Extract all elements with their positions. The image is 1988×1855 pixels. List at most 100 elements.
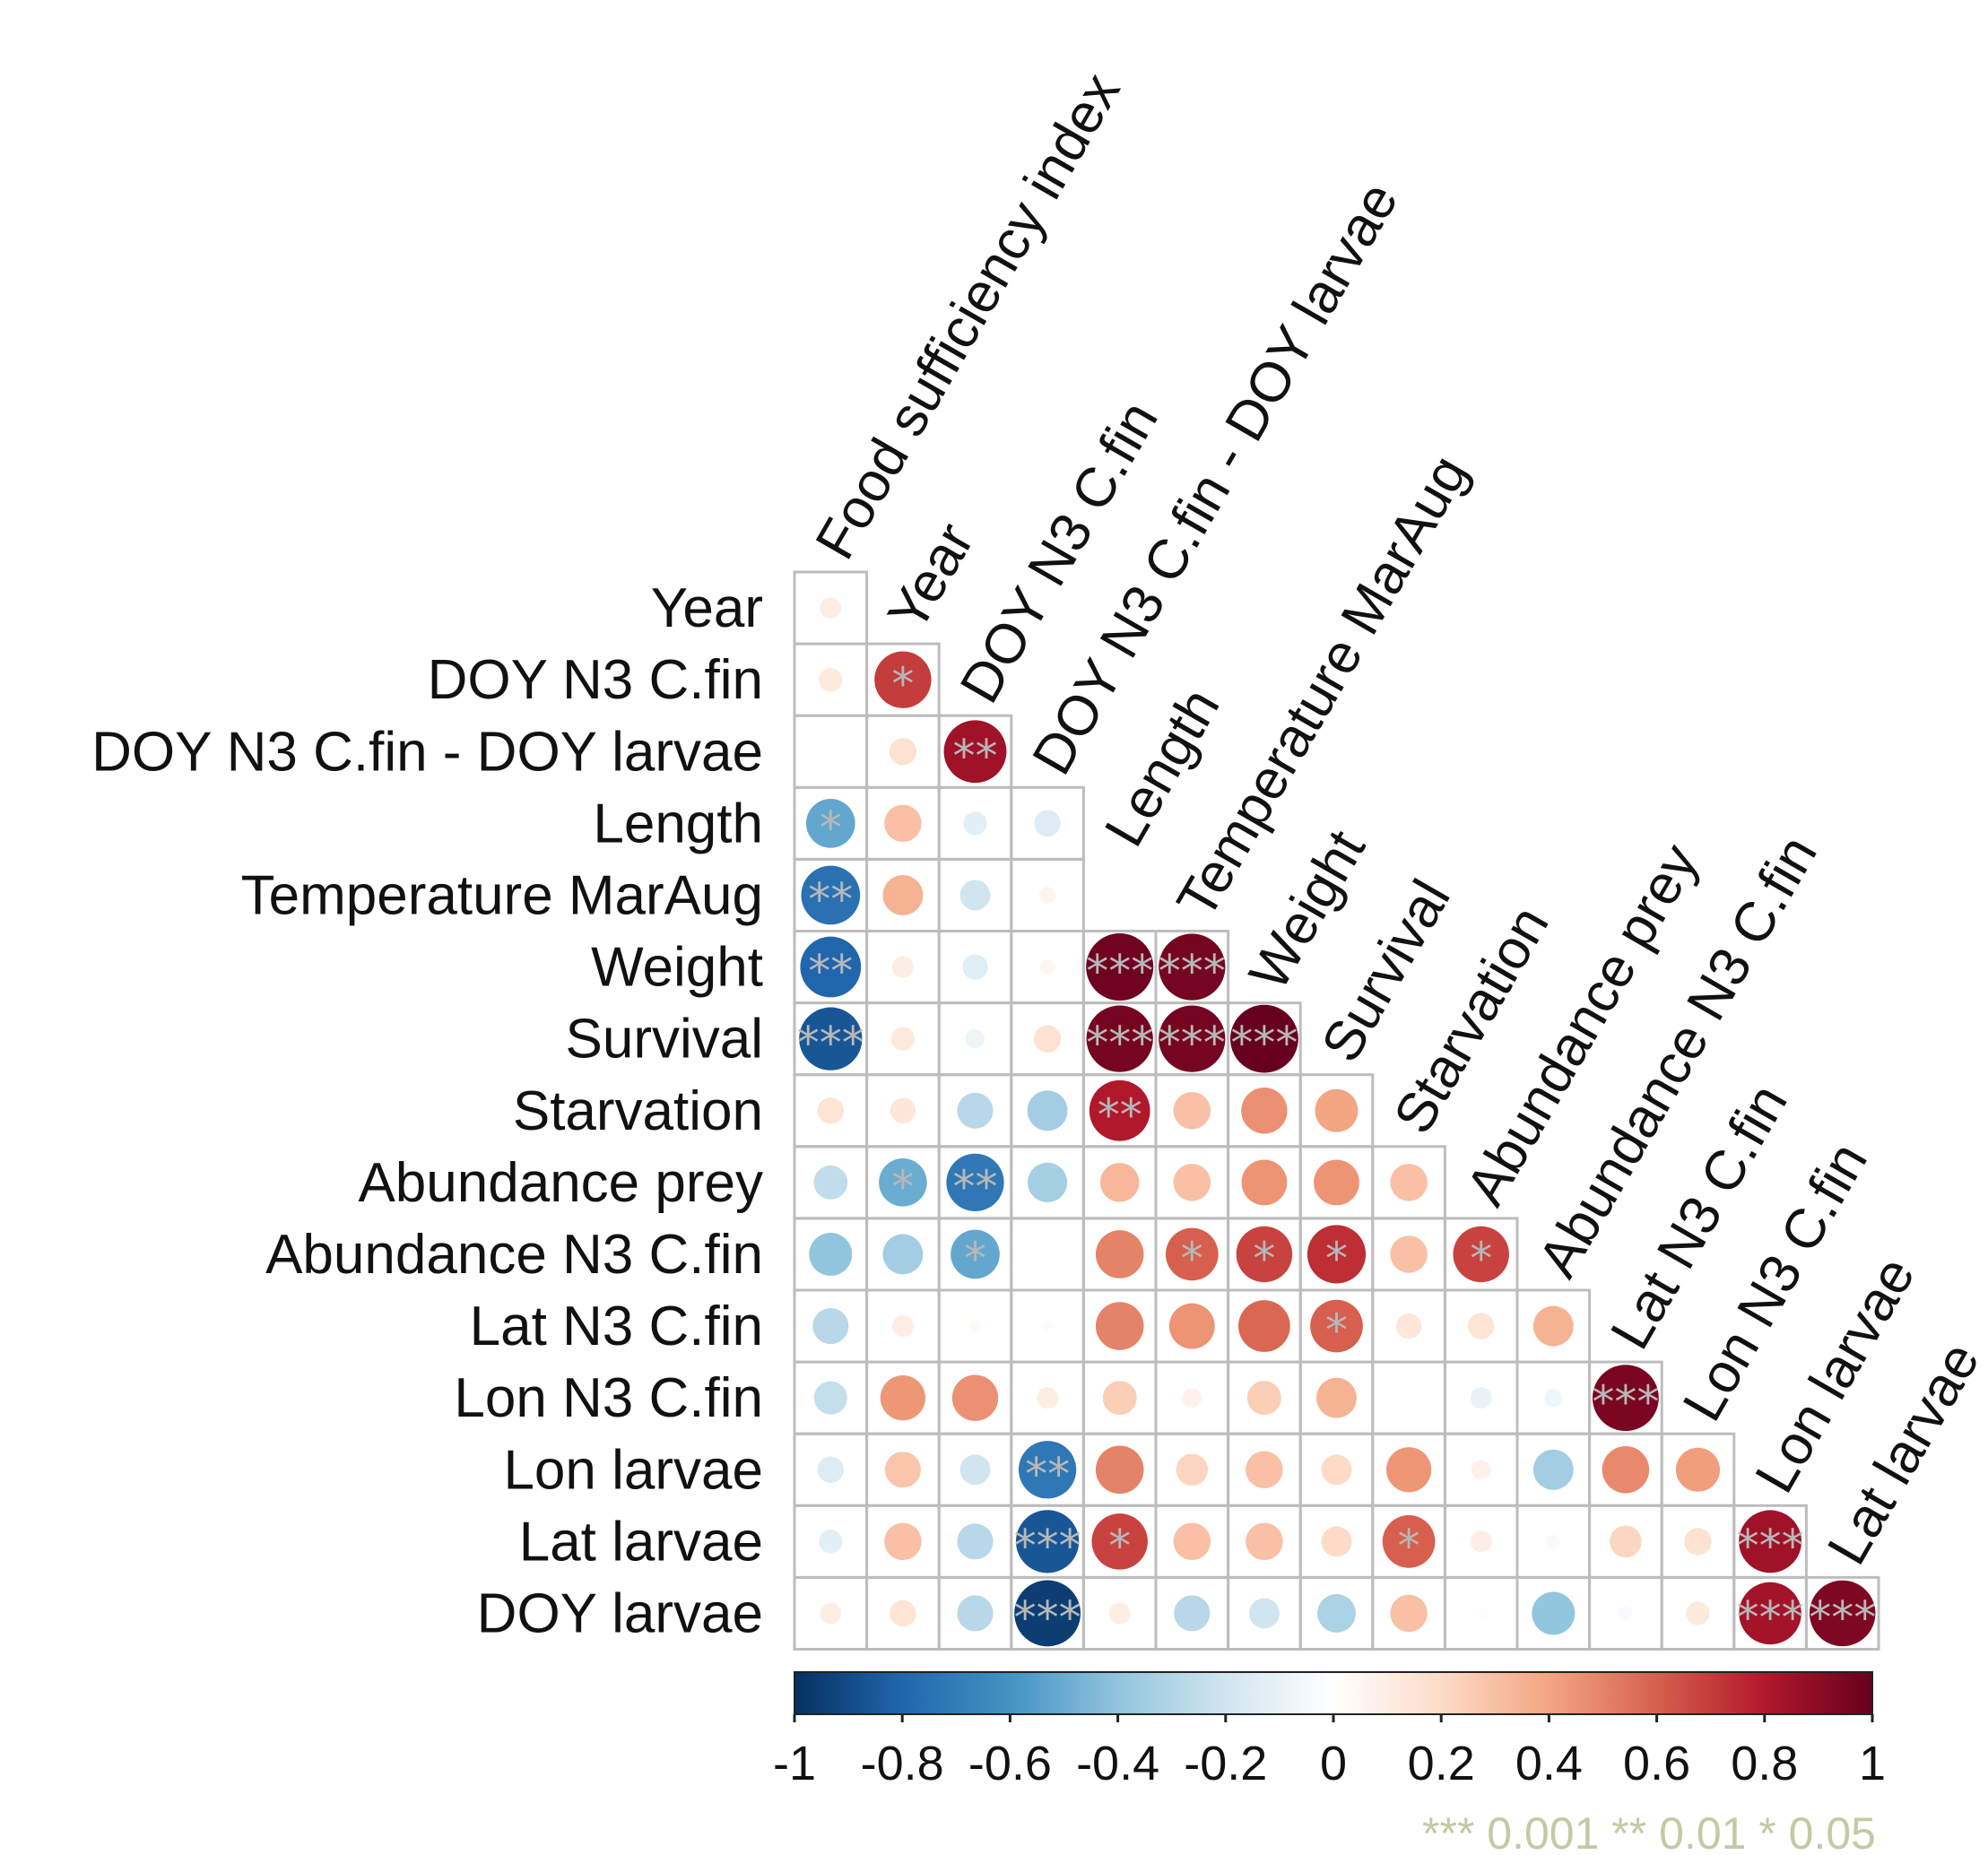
corr-circle-12-5 — [1176, 1453, 1209, 1487]
corr-circle-11-11 — [1592, 1365, 1659, 1432]
colorbar-tick-label-5: 0 — [1320, 1737, 1347, 1790]
corr-circle-3-0 — [805, 799, 855, 848]
corr-circle-12-4 — [1095, 1445, 1144, 1495]
sig-stars-6-4: *** — [1086, 1018, 1153, 1070]
corr-circle-12-2 — [959, 1454, 991, 1486]
corr-circle-3-3 — [1034, 810, 1061, 837]
corr-circle-11-2 — [951, 1374, 999, 1421]
corr-circle-5-2 — [962, 954, 988, 980]
corr-circle-13-6 — [1246, 1522, 1283, 1561]
sig-stars-5-5: *** — [1159, 946, 1226, 998]
corr-circle-12-8 — [1385, 1447, 1432, 1493]
sig-stars-9-7: * — [1325, 1233, 1348, 1285]
corr-circle-8-4 — [1099, 1163, 1140, 1202]
row-label-abundance-prey: Abundance prey — [358, 1152, 763, 1214]
corr-circle-11-1 — [880, 1375, 926, 1421]
corr-circle-14-12 — [1686, 1601, 1710, 1625]
corr-circle-12-11 — [1602, 1446, 1650, 1494]
corr-circle-12-10 — [1532, 1449, 1574, 1490]
corr-circle-11-5 — [1182, 1388, 1202, 1408]
corr-circle-13-1 — [884, 1522, 922, 1561]
row-label-doy-larvae: DOY larvae — [477, 1582, 763, 1644]
row-label-lat-larvae: Lat larvae — [519, 1511, 763, 1573]
corr-circle-10-5 — [1168, 1303, 1215, 1349]
corr-circle-9-0 — [809, 1232, 853, 1276]
sig-stars-14-13: *** — [1737, 1591, 1804, 1643]
corr-circle-13-12 — [1684, 1528, 1712, 1556]
corr-circle-12-6 — [1246, 1451, 1283, 1488]
corr-circle-6-5 — [1159, 1005, 1226, 1072]
column-label-year: Year — [876, 513, 985, 641]
sig-stars-9-2: * — [964, 1233, 986, 1285]
corr-circle-8-7 — [1314, 1159, 1359, 1206]
corr-circle-3-1 — [884, 804, 922, 843]
corr-circle-8-0 — [813, 1165, 848, 1200]
corr-circle-7-4 — [1089, 1079, 1150, 1141]
corr-circle-5-5 — [1159, 933, 1226, 1001]
corr-circle-14-3 — [1014, 1580, 1081, 1647]
corr-circle-3-2 — [963, 811, 987, 836]
sig-stars-1-1: * — [891, 658, 914, 710]
sig-stars-9-6: * — [1253, 1233, 1275, 1285]
corr-circle-13-3 — [1015, 1510, 1080, 1573]
corr-circle-14-0 — [820, 1602, 842, 1625]
row-label-doy-n3-c-fin: DOY N3 C.fin — [428, 649, 763, 711]
corr-circle-13-0 — [819, 1530, 843, 1554]
corr-circle-14-6 — [1248, 1598, 1280, 1629]
colorbar-tick-label-4: -0.2 — [1184, 1737, 1267, 1790]
sig-stars-9-9: * — [1470, 1233, 1492, 1285]
sig-stars-9-5: * — [1181, 1233, 1203, 1285]
colorbar-tick-label-2: -0.6 — [968, 1737, 1052, 1790]
corr-circle-14-4 — [1108, 1602, 1131, 1625]
corr-circle-9-1 — [882, 1234, 924, 1275]
row-label-weight: Weight — [591, 937, 763, 999]
colorbar-tick-label-10: 1 — [1859, 1737, 1886, 1790]
row-label-abundance-n3-c-fin: Abundance N3 C.fin — [265, 1224, 763, 1286]
sig-stars-13-13: *** — [1737, 1520, 1804, 1572]
sig-stars-4-0: ** — [808, 873, 853, 925]
corr-circle-13-7 — [1321, 1526, 1352, 1557]
row-label-lon-n3-c-fin: Lon N3 C.fin — [454, 1367, 763, 1429]
cell-2-0 — [793, 714, 869, 789]
corr-circle-4-2 — [959, 880, 991, 911]
corr-circle-14-11 — [1619, 1606, 1633, 1621]
corr-circle-13-4 — [1091, 1513, 1148, 1570]
corr-circle-0-0 — [820, 597, 842, 620]
corr-circle-8-6 — [1241, 1159, 1288, 1206]
corr-circle-4-0 — [801, 865, 861, 925]
sig-stars-2-2: ** — [953, 730, 998, 782]
corr-circle-10-9 — [1468, 1313, 1495, 1339]
corr-circle-12-12 — [1675, 1447, 1721, 1492]
corr-circle-2-1 — [889, 738, 917, 766]
corr-circle-10-6 — [1238, 1300, 1290, 1352]
sig-stars-12-3: ** — [1025, 1448, 1070, 1500]
corr-circle-5-3 — [1039, 959, 1055, 975]
colorbar-tick-label-8: 0.6 — [1623, 1737, 1690, 1790]
corr-circle-12-0 — [817, 1456, 844, 1483]
significance-legend: *** 0.001 ** 0.01 * 0.05 — [1422, 1808, 1876, 1855]
corr-circle-14-8 — [1390, 1594, 1428, 1633]
sig-stars-8-1: * — [891, 1161, 914, 1213]
sig-stars-14-14: *** — [1809, 1591, 1876, 1643]
corr-circle-4-1 — [882, 875, 924, 915]
colorbar-tick-label-0: -1 — [773, 1737, 816, 1790]
corr-circle-14-1 — [890, 1599, 916, 1627]
cell-11-8 — [1371, 1360, 1446, 1435]
corr-circle-11-9 — [1470, 1387, 1492, 1409]
corr-circle-14-10 — [1532, 1591, 1576, 1635]
corr-circle-5-4 — [1086, 933, 1154, 1001]
corr-circle-7-0 — [817, 1097, 844, 1124]
colorbar-tick-label-1: -0.8 — [861, 1737, 944, 1790]
corr-circle-10-2 — [968, 1320, 982, 1332]
row-label-temperature-maraug: Temperature MarAug — [241, 864, 763, 926]
corr-circle-12-9 — [1471, 1460, 1491, 1479]
corr-circle-9-9 — [1453, 1226, 1509, 1283]
cell-layer: ******** *** ****** *** *** ****** *** * * * *****… — [797, 597, 1876, 1647]
sig-stars-5-4: *** — [1086, 946, 1153, 998]
corr-circle-9-8 — [1390, 1235, 1428, 1273]
corr-circle-10-10 — [1532, 1305, 1574, 1347]
corr-circle-1-1 — [874, 651, 932, 708]
corr-circle-7-6 — [1241, 1088, 1288, 1134]
